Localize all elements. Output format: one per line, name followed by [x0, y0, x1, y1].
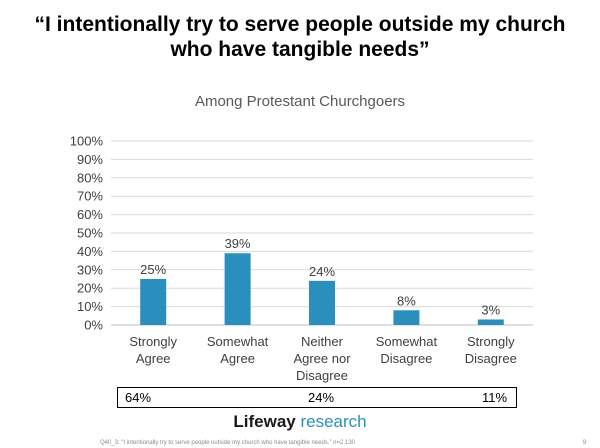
x-tick-label: Agree nor [293, 351, 351, 366]
y-tick-label: 0% [84, 318, 103, 333]
title-line-2: who have tangible needs” [170, 38, 430, 61]
summary-disagree: 11% [482, 390, 508, 405]
x-tick-label: Somewhat [376, 334, 438, 349]
x-tick-label: Disagree [465, 351, 517, 366]
y-tick-label: 50% [77, 226, 103, 241]
data-label: 39% [225, 236, 251, 251]
y-tick-label: 20% [77, 281, 103, 296]
y-tick-label: 70% [77, 189, 103, 204]
data-label: 3% [481, 302, 500, 317]
bar [309, 280, 335, 325]
chart-subtitle: Among Protestant Churchgoers [194, 93, 406, 110]
x-tick-label: Agree [220, 351, 255, 366]
summary-agree: 64% [125, 390, 152, 405]
y-tick-label: 100% [70, 134, 104, 149]
x-tick-label: Strongly [129, 334, 177, 349]
x-tick-label: Disagree [296, 368, 348, 383]
y-tick-label: 40% [77, 244, 103, 259]
page-number: 9 [582, 440, 586, 446]
bar [224, 253, 251, 325]
y-tick-label: 90% [77, 152, 103, 167]
summary-box: 64% 24% 11% [117, 387, 517, 408]
bar [477, 319, 504, 325]
x-tick-label: Somewhat [207, 334, 269, 349]
x-tick-label: Disagree [380, 351, 432, 366]
bar [140, 279, 167, 325]
bar [393, 310, 420, 325]
y-tick-label: 60% [77, 207, 103, 222]
summary-neither: 24% [308, 390, 335, 405]
lifeway-research-logo: Lifeway research [0, 412, 600, 432]
title-line-1: “I intentionally try to serve people out… [34, 13, 566, 36]
x-tick-label: Strongly [467, 334, 515, 349]
footnote: Q40_3: “I intentionally try to serve peo… [100, 440, 355, 446]
y-tick-label: 30% [77, 262, 103, 277]
x-tick-label: Neither [301, 334, 344, 349]
chart-title: “I intentionally try to serve people out… [0, 12, 600, 62]
logo-brand: Lifeway [233, 412, 296, 431]
y-tick-label: 80% [77, 170, 103, 185]
data-label: 24% [309, 264, 335, 279]
logo-sub: research [300, 412, 367, 431]
y-tick-label: 10% [77, 299, 103, 314]
data-label: 25% [140, 262, 166, 277]
x-tick-label: Agree [136, 351, 171, 366]
data-label: 8% [397, 293, 416, 308]
